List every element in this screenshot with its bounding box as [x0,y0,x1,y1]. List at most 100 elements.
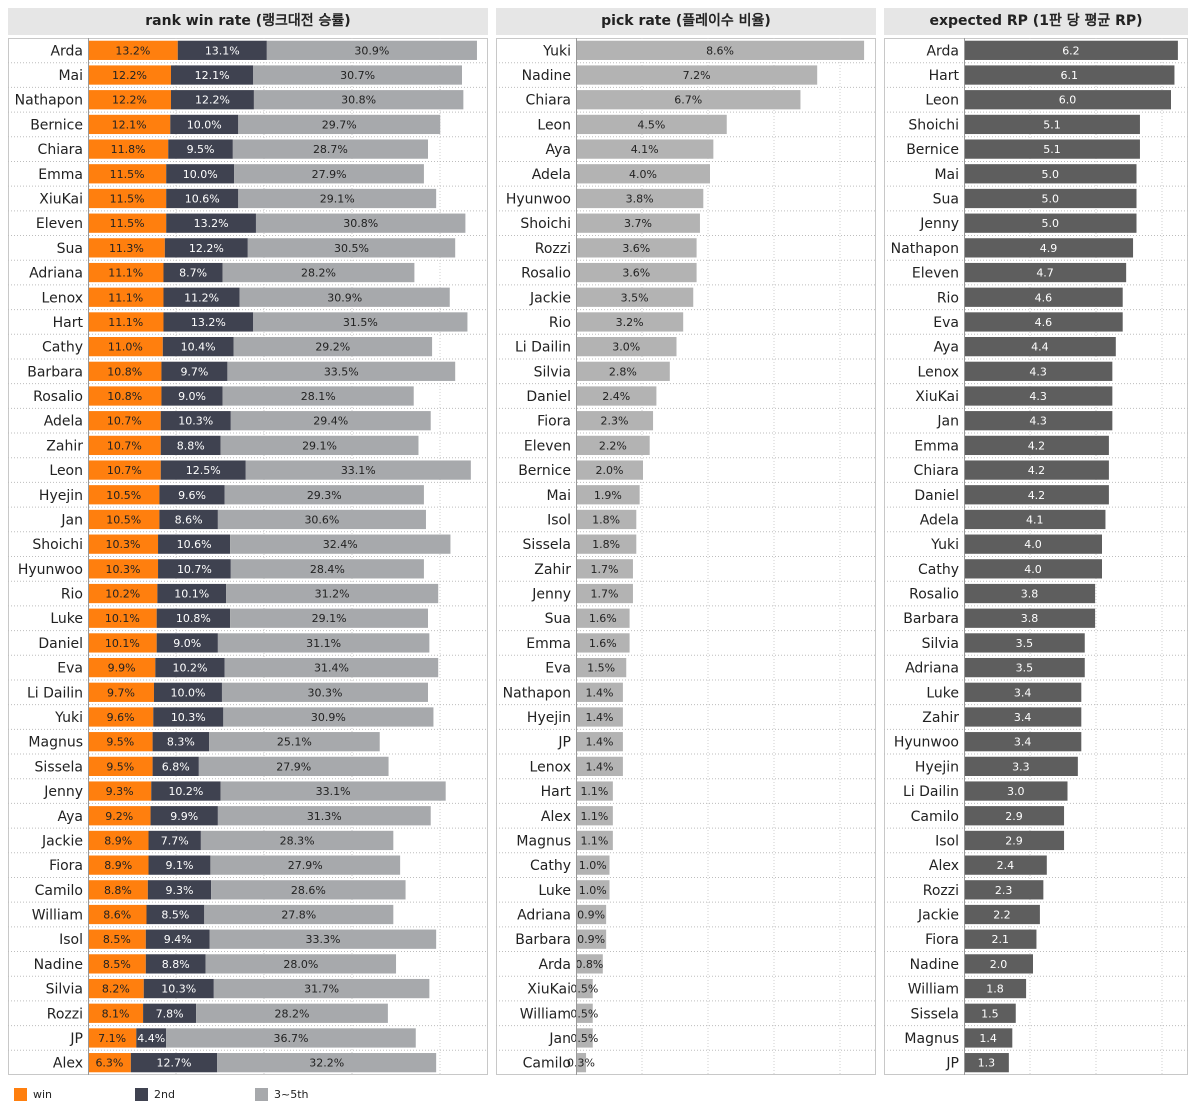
category-label: William [520,1006,571,1022]
data-label: 9.9% [170,810,198,823]
data-label: 11.1% [108,267,143,280]
bar [964,90,1171,110]
bar-win [88,707,154,727]
data-label: 3.6% [622,267,650,280]
bar [576,312,684,332]
data-label: 6.8% [162,760,190,773]
data-label: 0.9% [577,933,605,946]
category-label: Rosalio [521,266,571,282]
data-label: 9.7% [180,365,208,378]
bar [964,485,1109,505]
bar [576,164,710,184]
data-label: 11.2% [184,291,219,304]
data-label: 1.4 [979,1032,997,1045]
data-label: 3.3 [1012,760,1030,773]
data-label: 4.4 [1031,341,1049,354]
bar-35th [224,485,424,505]
bar [964,312,1123,332]
legend-label-second: 2nd [154,1087,175,1101]
data-label: 8.9% [104,859,132,872]
bar-35th [253,312,468,332]
category-label: Barbara [903,611,959,627]
bar [576,435,650,456]
bar-win [88,411,161,431]
data-label: 1.0% [579,884,607,897]
data-label: 0.5% [570,1007,598,1020]
category-label: Adriana [29,266,83,282]
category-label: Zahir [46,438,83,454]
category-label: Fiora [925,932,959,948]
data-label: 1.4% [585,711,613,724]
bar-35th [200,830,394,851]
bar [964,608,1096,628]
bar [964,929,1037,949]
category-label: Shoichi [908,117,959,133]
data-label: 33.1% [341,464,376,477]
category-label: Luke [538,883,571,899]
category-label: Adela [44,414,83,430]
category-label: Silvia [922,636,959,652]
category-label: Shoichi [32,537,83,553]
data-label: 1.7% [590,588,618,601]
category-label: JP [945,1056,959,1072]
bar [576,213,700,233]
bar-2nd [155,657,225,678]
data-label: 6.7% [674,94,702,107]
bar-35th [253,90,464,110]
category-label: Rozzi [535,241,571,257]
bar-2nd [170,90,254,110]
bar-win [88,1053,131,1073]
bar-2nd [161,361,228,381]
bar [576,188,704,209]
bar [964,238,1134,258]
data-label: 4.3 [1029,365,1047,378]
category-label: Leon [49,463,83,479]
bar [964,65,1175,85]
bar [576,337,677,357]
bar [576,361,670,381]
data-label: 4.1 [1026,513,1044,526]
category-label: Eva [545,661,571,677]
category-label: Hyejin [527,710,571,726]
bar-35th [210,855,401,875]
bar [576,411,654,431]
data-label: 3.4 [1014,686,1032,699]
bar [964,830,1065,851]
bar [964,707,1082,727]
category-label: Cathy [42,340,83,356]
bar-35th [204,904,394,925]
category-label: Aya [934,340,960,356]
category-label: Adriana [517,908,571,924]
data-label: 9.0% [178,390,206,403]
bar [964,386,1113,406]
legend-label-third: 3~5th [274,1087,309,1101]
data-label: 29.4% [313,415,348,428]
data-label: 3.5% [621,291,649,304]
legend-swatch-win [14,1087,27,1101]
bar-2nd [147,880,212,900]
bar-2nd [136,1028,167,1048]
data-label: 13.2% [115,44,150,57]
data-label: 10.3% [161,983,196,996]
bar-win [88,460,161,480]
data-label: 2.3 [995,884,1013,897]
data-label: 10.4% [181,341,216,354]
data-label: 29.1% [312,612,347,625]
data-label: 1.8% [592,513,620,526]
legend-swatch-third [255,1087,268,1101]
data-label: 10.6% [185,192,220,205]
bar-win [88,287,164,307]
bar [576,904,607,925]
bar-35th [230,411,431,431]
category-label: Sua [545,611,571,627]
data-label: 30.9% [354,44,389,57]
bar-2nd [170,114,239,135]
data-label: 3.5 [1016,662,1034,675]
bar [576,880,610,900]
category-label: Nathapon [15,93,83,109]
data-label: 8.8% [177,439,205,452]
category-label: Yuki [542,43,571,59]
data-label: 30.9% [311,711,346,724]
category-label: Hart [929,68,960,84]
bar [576,608,630,628]
